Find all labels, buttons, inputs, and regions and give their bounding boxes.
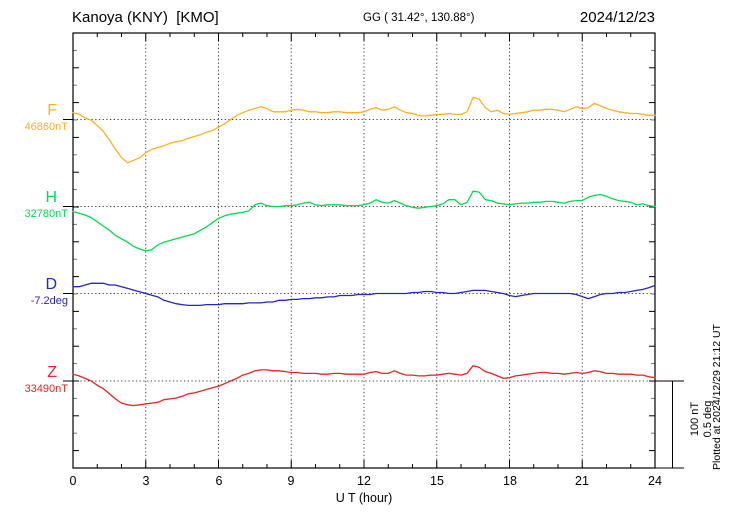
component-label-d: D <box>45 276 57 293</box>
x-tick-label-15: 15 <box>430 474 444 488</box>
component-baseline-f: 46860nT <box>24 121 68 133</box>
x-tick-label-24: 24 <box>648 474 662 488</box>
x-tick-label-3: 3 <box>142 474 150 488</box>
component-block-f: F 46860nT <box>0 102 68 134</box>
station-title: Kanoya (KNY) [KMO] <box>72 9 219 26</box>
component-baseline-z: 33490nT <box>24 383 68 395</box>
component-label-h: H <box>45 189 57 206</box>
component-block-z: Z 33490nT <box>0 364 68 396</box>
x-tick-label-0: 0 <box>69 474 77 488</box>
component-label-z: Z <box>47 364 57 381</box>
observation-date: 2024/12/23 <box>579 9 655 26</box>
x-tick-label-21: 21 <box>575 474 589 488</box>
component-block-d: D -7.2deg <box>0 276 68 308</box>
component-baseline-d: -7.2deg <box>30 295 68 307</box>
component-label-f: F <box>47 102 57 119</box>
x-tick-label-18: 18 <box>503 474 517 488</box>
geographic-coordinates: GG ( 31.42°, 130.88°) <box>363 12 475 24</box>
component-baseline-h: 32780nT <box>24 208 68 220</box>
plotted-at-note: Plotted at 2024/12/29 21:12 UT <box>711 324 723 470</box>
x-axis-title: U T (hour) <box>335 491 393 505</box>
x-tick-label-6: 6 <box>215 474 223 488</box>
x-tick-label-9: 9 <box>287 474 295 488</box>
x-tick-label-12: 12 <box>357 474 371 488</box>
scale-bar-nt-label: 100 nT <box>689 401 701 437</box>
component-block-h: H 32780nT <box>0 189 68 221</box>
